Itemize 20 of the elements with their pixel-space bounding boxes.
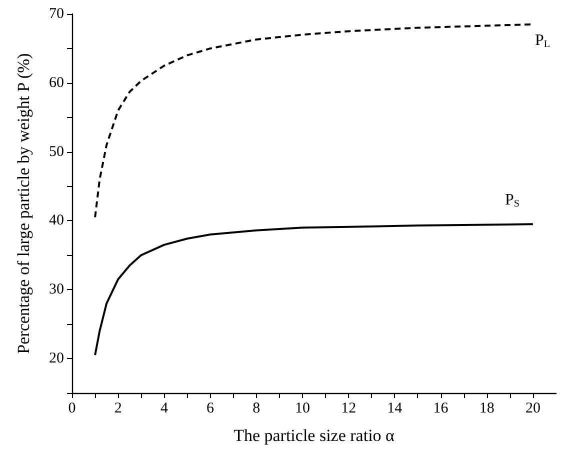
line-series xyxy=(94,223,534,356)
x-tick-label: 18 xyxy=(479,400,494,416)
y-tick-label: 20 xyxy=(49,350,64,367)
y-axis-title: Percentage of large particle by weight P (%) xyxy=(14,53,33,354)
x-tick-label: 4 xyxy=(160,400,168,416)
x-tick-label: 16 xyxy=(433,400,449,416)
x-tick-label: 8 xyxy=(252,400,260,416)
x-tick-label: 0 xyxy=(68,400,76,416)
x-tick-label: 2 xyxy=(114,400,122,416)
x-axis-title: The particle size ratio α xyxy=(234,426,395,445)
y-tick-label: 50 xyxy=(49,144,64,160)
x-tick-label: 20 xyxy=(525,400,540,416)
x-tick-label: 14 xyxy=(387,400,403,416)
y-tick-label: 40 xyxy=(49,212,64,229)
x-tick-label: 10 xyxy=(294,400,310,416)
y-tick-label: 60 xyxy=(49,74,64,91)
x-tick-label: 6 xyxy=(206,400,215,416)
y-tick-label: 70 xyxy=(49,6,64,22)
x-tick-label: 12 xyxy=(341,400,356,416)
y-tick-label: 30 xyxy=(49,282,64,298)
